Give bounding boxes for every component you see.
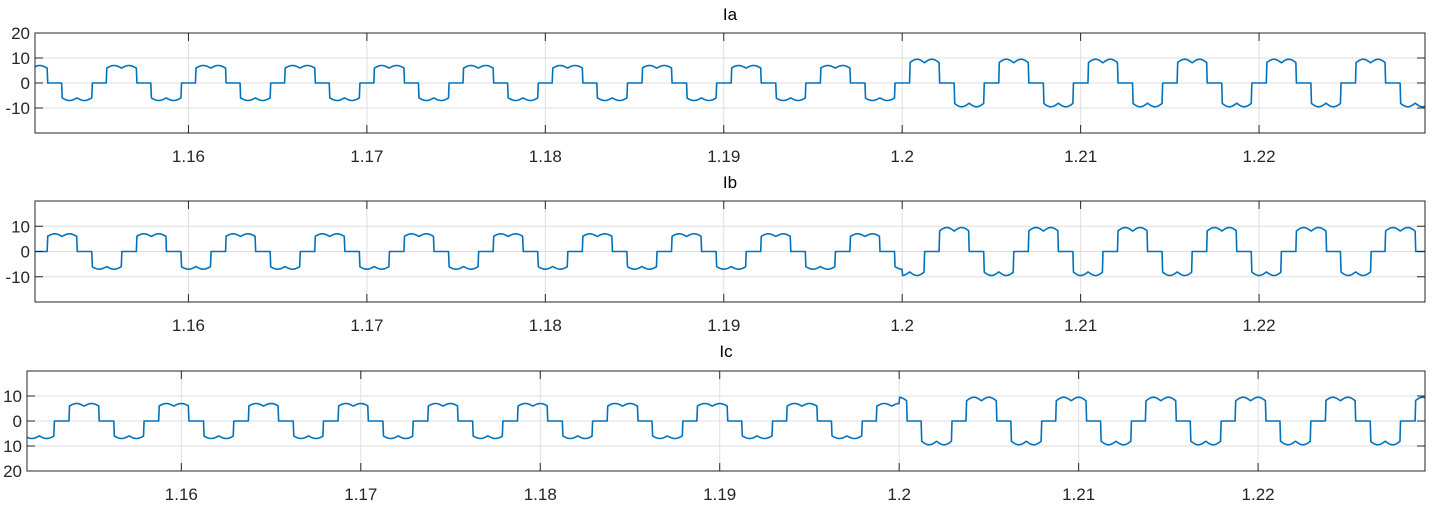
plot-title: Ia [722,5,738,24]
x-tick-label: 1.17 [350,316,383,335]
x-tick-label: 1.18 [529,147,562,166]
x-tick-label: 1.2 [890,147,914,166]
x-tick-label: 1.19 [707,316,740,335]
x-tick-label: 1.22 [1242,485,1275,504]
x-tick-label: 1.22 [1243,316,1276,335]
x-tick-label: 1.21 [1064,316,1097,335]
x-tick-label: 1.16 [172,147,205,166]
y-tick-label: 0 [13,412,22,431]
y-tick-label: 10 [3,437,22,456]
y-tick-label: 0 [21,74,30,93]
y-tick-label: -10 [5,268,30,287]
x-tick-label: 1.18 [529,316,562,335]
x-tick-label: 1.18 [524,485,557,504]
plot-title: Ic [719,342,733,361]
y-tick-label: 10 [11,49,30,68]
x-tick-label: 1.19 [703,485,736,504]
x-tick-label: 1.19 [707,147,740,166]
y-tick-label: -10 [5,99,30,118]
x-tick-label: 1.16 [165,485,198,504]
x-tick-label: 1.2 [887,485,911,504]
x-tick-label: 1.2 [890,316,914,335]
y-tick-label: 20 [3,462,22,481]
y-tick-label: 20 [11,24,30,43]
plot-title: Ib [722,173,738,192]
series-line [26,396,1426,446]
y-tick-label: 0 [21,243,30,262]
series-line [34,58,1426,108]
y-tick-label: 10 [11,217,30,236]
series-line [34,226,1426,277]
x-tick-label: 1.16 [172,316,205,335]
y-tick-label: 10 [3,387,22,406]
x-tick-label: 1.22 [1243,147,1276,166]
x-tick-label: 1.17 [350,147,383,166]
x-tick-label: 1.21 [1062,485,1095,504]
x-tick-label: 1.17 [344,485,377,504]
x-tick-label: 1.21 [1064,147,1097,166]
